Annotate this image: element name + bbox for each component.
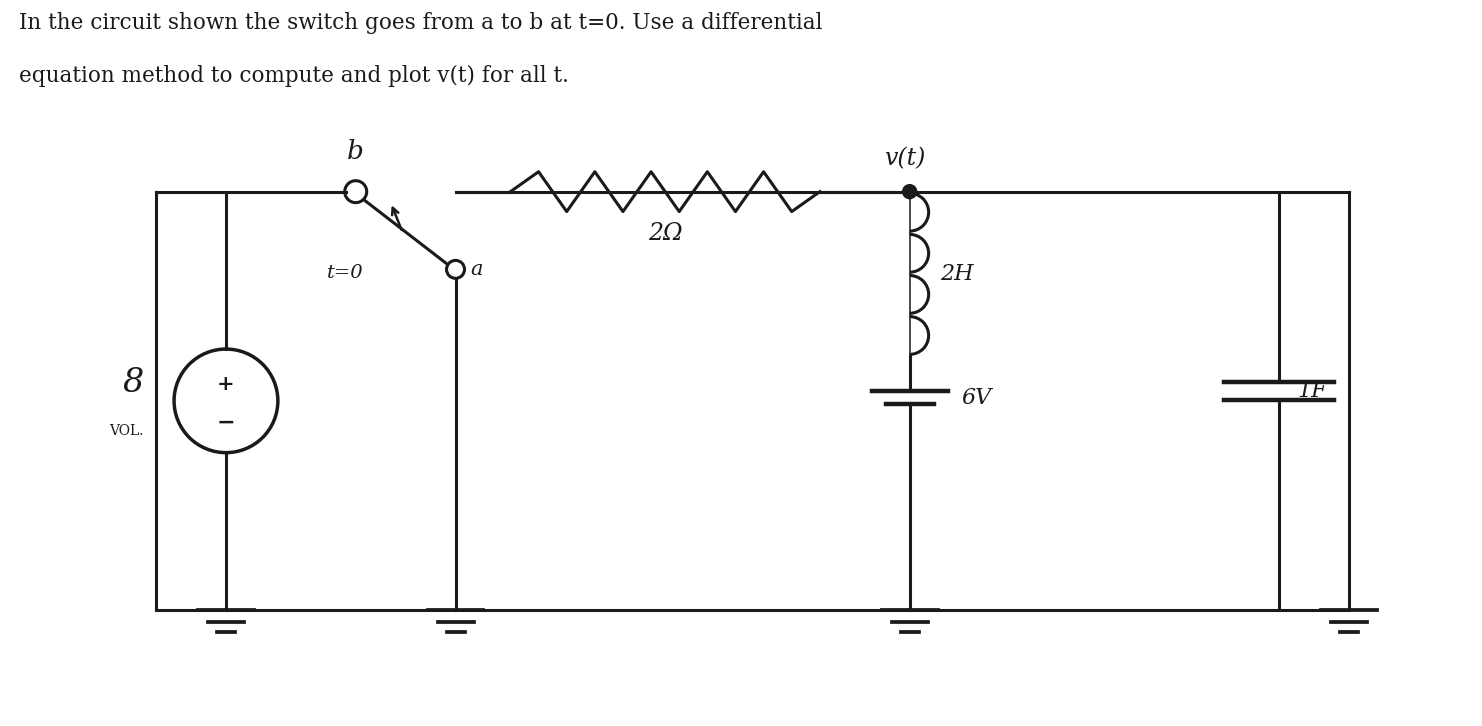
Circle shape: [903, 184, 917, 199]
Text: v(t): v(t): [883, 147, 925, 170]
Text: −: −: [216, 412, 236, 433]
Text: +: +: [218, 374, 234, 394]
Text: 6V: 6V: [962, 387, 991, 409]
Text: 8: 8: [123, 367, 144, 399]
Text: 2Ω: 2Ω: [648, 221, 682, 245]
Text: 1F: 1F: [1297, 380, 1326, 402]
Text: t=0: t=0: [328, 264, 365, 282]
Text: 2H: 2H: [940, 263, 974, 285]
Text: a: a: [470, 260, 483, 279]
Text: b: b: [347, 139, 365, 164]
Text: equation method to compute and plot v(t) for all t.: equation method to compute and plot v(t)…: [19, 65, 569, 87]
Text: In the circuit shown the switch goes from a to b at t=0. Use a differential: In the circuit shown the switch goes fro…: [19, 12, 823, 34]
Text: VOL.: VOL.: [110, 424, 144, 438]
